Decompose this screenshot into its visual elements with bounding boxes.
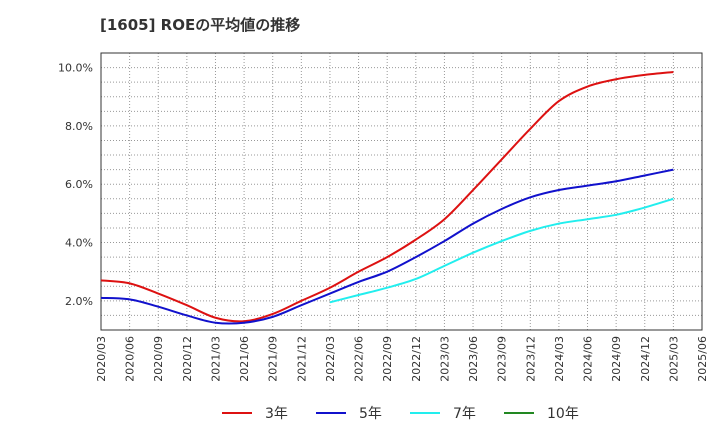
legend-label-3: 7年	[453, 406, 476, 422]
x-tick-label: 2023/12	[524, 336, 537, 382]
plot-area	[101, 53, 702, 330]
x-tick-label: 2023/09	[496, 336, 509, 382]
x-tick-label: 2020/12	[181, 336, 194, 382]
x-tick-label: 2024/03	[553, 336, 566, 382]
x-tick-label: 2022/03	[324, 336, 337, 382]
x-tick-label: 2024/09	[610, 336, 623, 382]
chart-title: [1605] ROEの平均値の推移	[100, 16, 301, 34]
x-tick-label: 2020/06	[124, 336, 137, 382]
legend-label-1: 3年	[265, 406, 288, 422]
y-tick-label: 8.0%	[65, 120, 93, 133]
x-tick-label: 2020/09	[152, 336, 165, 382]
y-tick-label: 10.0%	[58, 62, 93, 75]
x-tick-label: 2021/06	[238, 336, 251, 382]
legend-label-4: 10年	[547, 406, 579, 422]
plot-border	[100, 52, 703, 331]
x-tick-label: 2022/06	[353, 336, 366, 382]
y-tick-label: 4.0%	[65, 237, 93, 250]
x-tick-label: 2022/09	[381, 336, 394, 382]
x-tick-label: 2020/03	[95, 336, 108, 382]
x-tick-label: 2024/12	[639, 336, 652, 382]
x-tick-label: 2025/03	[667, 336, 680, 382]
x-tick-label: 2021/03	[209, 336, 222, 382]
legend-label-2: 5年	[359, 406, 382, 422]
y-tick-label: 6.0%	[65, 178, 93, 191]
series-line-2	[100, 168, 674, 325]
x-tick-label: 2021/09	[267, 336, 280, 382]
x-tick-label: 2023/06	[467, 336, 480, 382]
x-tick-label: 2024/06	[582, 336, 595, 382]
x-tick-label: 2021/12	[295, 336, 308, 382]
x-tick-label: 2023/03	[438, 336, 451, 382]
series-line-3	[329, 197, 674, 304]
x-tick-label: 2025/06	[696, 336, 709, 382]
y-tick-label: 2.0%	[65, 295, 93, 308]
series-line-1	[100, 70, 674, 323]
x-tick-label: 2022/12	[410, 336, 423, 382]
